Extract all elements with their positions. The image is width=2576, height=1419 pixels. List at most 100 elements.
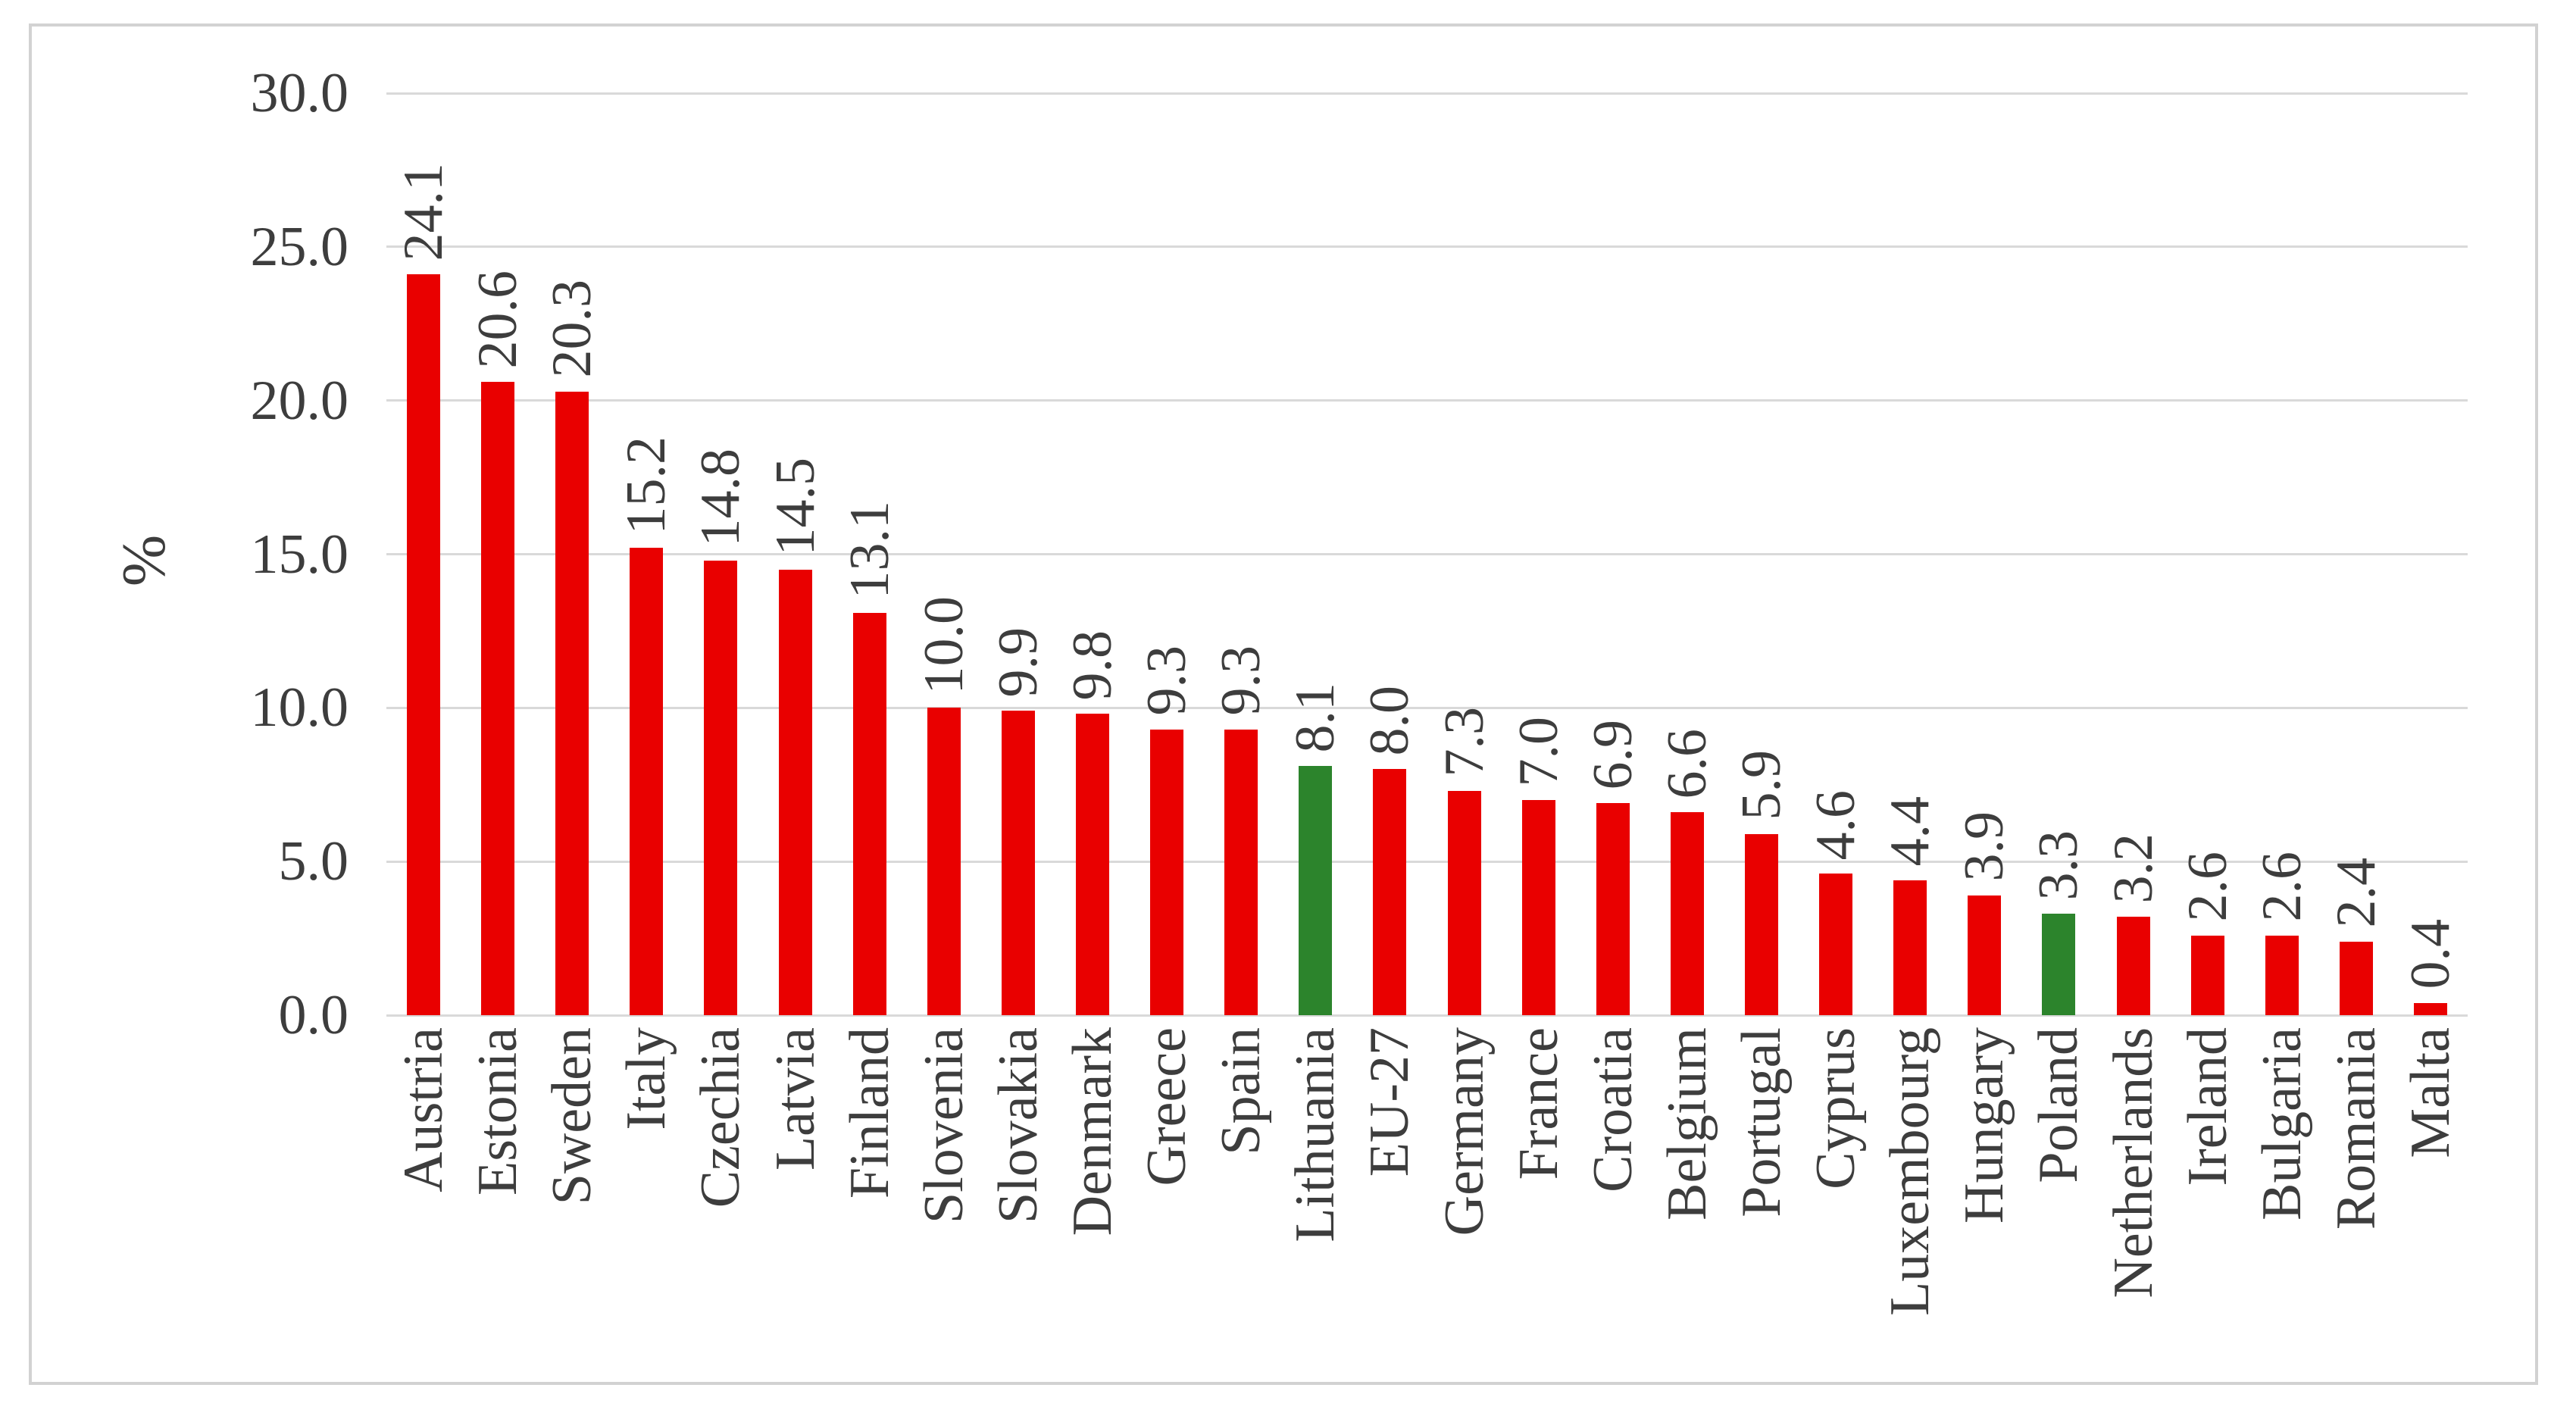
x-tick-label: France (1507, 1027, 1570, 1180)
bar-portugal (1744, 833, 1778, 1015)
bar-value-label: 2.6 (2250, 852, 2313, 922)
x-tick-label: Poland (2027, 1027, 2090, 1183)
bar-value-label: 2.6 (2176, 852, 2239, 922)
bar-austria (407, 274, 441, 1015)
x-tick-label: Portugal (1730, 1027, 1793, 1217)
x-tick-label: Sweden (541, 1027, 604, 1205)
bar-slovakia (1001, 711, 1035, 1015)
x-tick-label: Italy (615, 1027, 678, 1130)
plot-area: 24.1 20.6 20.3 15.2 14.8 14.5 13.1 10.0 9.9 9.8 9.… (386, 92, 2468, 1017)
chart-frame (29, 23, 2538, 1385)
bar-value-label: 7.0 (1507, 716, 1570, 787)
x-tick-label: Greece (1136, 1027, 1199, 1186)
bar-value-label: 20.3 (541, 280, 604, 378)
bar-value-label: 24.1 (392, 162, 455, 261)
bar-slovenia (927, 708, 961, 1015)
bar-lithuania (1299, 766, 1333, 1015)
y-tick-label: 15.0 (250, 523, 349, 586)
bar-belgium (1670, 812, 1704, 1015)
y-tick-label: 10.0 (250, 677, 349, 739)
bar-value-label: 5.9 (1730, 750, 1793, 820)
x-tick-label: Finland (838, 1027, 901, 1199)
bar-value-label: 15.2 (615, 436, 678, 535)
bar-czechia (704, 560, 738, 1015)
bar-cyprus (1819, 874, 1853, 1015)
x-tick-label: Slovakia (986, 1027, 1049, 1224)
y-tick-label: 25.0 (250, 215, 349, 278)
bar-france (1521, 800, 1555, 1015)
x-tick-label: Lithuania (1284, 1027, 1347, 1242)
bar-sweden (555, 391, 589, 1015)
bar-netherlands (2116, 917, 2150, 1015)
x-tick-label: EU-27 (1358, 1027, 1421, 1177)
y-tick-label: 20.0 (250, 369, 349, 432)
y-tick-label: 0.0 (278, 984, 349, 1046)
bar-luxembourg (1893, 880, 1927, 1015)
bar-value-label: 3.2 (2102, 833, 2165, 904)
bar-italy (630, 548, 664, 1015)
x-tick-label: Slovenia (912, 1027, 975, 1224)
bar-value-label: 13.1 (838, 501, 901, 599)
bar-latvia (778, 569, 812, 1015)
bar-estonia (481, 382, 515, 1015)
x-tick-label: Estonia (467, 1027, 530, 1196)
bar-value-label: 6.6 (1655, 728, 1718, 799)
bar-value-label: 7.3 (1433, 707, 1496, 777)
x-tick-label: Ireland (2176, 1027, 2239, 1186)
y-tick-label: 30.0 (250, 62, 349, 124)
x-tick-label: Belgium (1655, 1027, 1718, 1221)
bar-value-label: 9.3 (1136, 645, 1199, 716)
bar-poland (2042, 914, 2076, 1015)
bar-romania (2339, 941, 2373, 1015)
gridline (386, 1014, 2468, 1017)
x-tick-label: Denmark (1061, 1027, 1124, 1236)
bar-value-label: 14.5 (764, 458, 827, 556)
bar-value-label: 2.4 (2324, 858, 2387, 928)
gridline (386, 399, 2468, 402)
x-tick-label: Hungary (1953, 1027, 2016, 1224)
x-tick-label: Romania (2324, 1027, 2387, 1230)
bar-value-label: 8.1 (1284, 682, 1347, 753)
bar-ireland (2190, 935, 2224, 1015)
bar-value-label: 14.8 (689, 449, 752, 547)
gridline (386, 553, 2468, 555)
bar-greece (1150, 729, 1184, 1015)
bar-value-label: 6.9 (1581, 719, 1644, 790)
bar-finland (852, 612, 886, 1015)
gridline (386, 92, 2468, 95)
x-tick-label: Netherlands (2102, 1027, 2165, 1299)
bar-bulgaria (2265, 935, 2299, 1015)
x-tick-label: Croatia (1581, 1027, 1644, 1192)
bar-hungary (1968, 895, 2002, 1015)
x-tick-label: Austria (392, 1027, 455, 1192)
bar-value-label: 9.9 (986, 627, 1049, 698)
bar-croatia (1596, 803, 1630, 1015)
bar-malta (2413, 1002, 2447, 1015)
x-tick-label: Germany (1433, 1027, 1496, 1236)
bar-value-label: 20.6 (467, 270, 530, 369)
gridline (386, 706, 2468, 709)
x-axis-labels: Austria Estonia Sweden Italy Czechia Latvia Fi… (386, 1027, 2468, 1391)
bar-value-label: 9.3 (1210, 645, 1273, 716)
bar-value-label: 8.0 (1358, 685, 1421, 756)
bar-value-label: 9.8 (1061, 630, 1124, 701)
y-tick-label: 5.0 (278, 830, 349, 893)
bar-value-label: 0.4 (2399, 919, 2462, 989)
x-tick-label: Luxembourg (1879, 1027, 1942, 1316)
x-tick-label: Latvia (764, 1027, 827, 1171)
x-tick-label: Malta (2399, 1027, 2462, 1158)
x-tick-label: Cyprus (1805, 1027, 1868, 1189)
bar-value-label: 3.3 (2027, 830, 2090, 901)
gridline (386, 245, 2468, 248)
bar-eu-27 (1373, 769, 1407, 1015)
bar-value-label: 10.0 (912, 595, 975, 695)
bar-value-label: 4.6 (1805, 789, 1868, 861)
bar-value-label: 4.4 (1879, 796, 1942, 867)
bar-value-label: 3.9 (1953, 811, 2016, 882)
bar-spain (1224, 729, 1258, 1015)
x-tick-label: Bulgaria (2250, 1027, 2313, 1221)
bar-denmark (1076, 714, 1110, 1015)
x-tick-label: Czechia (689, 1027, 752, 1208)
gridline (386, 860, 2468, 863)
bar-germany (1447, 790, 1481, 1015)
